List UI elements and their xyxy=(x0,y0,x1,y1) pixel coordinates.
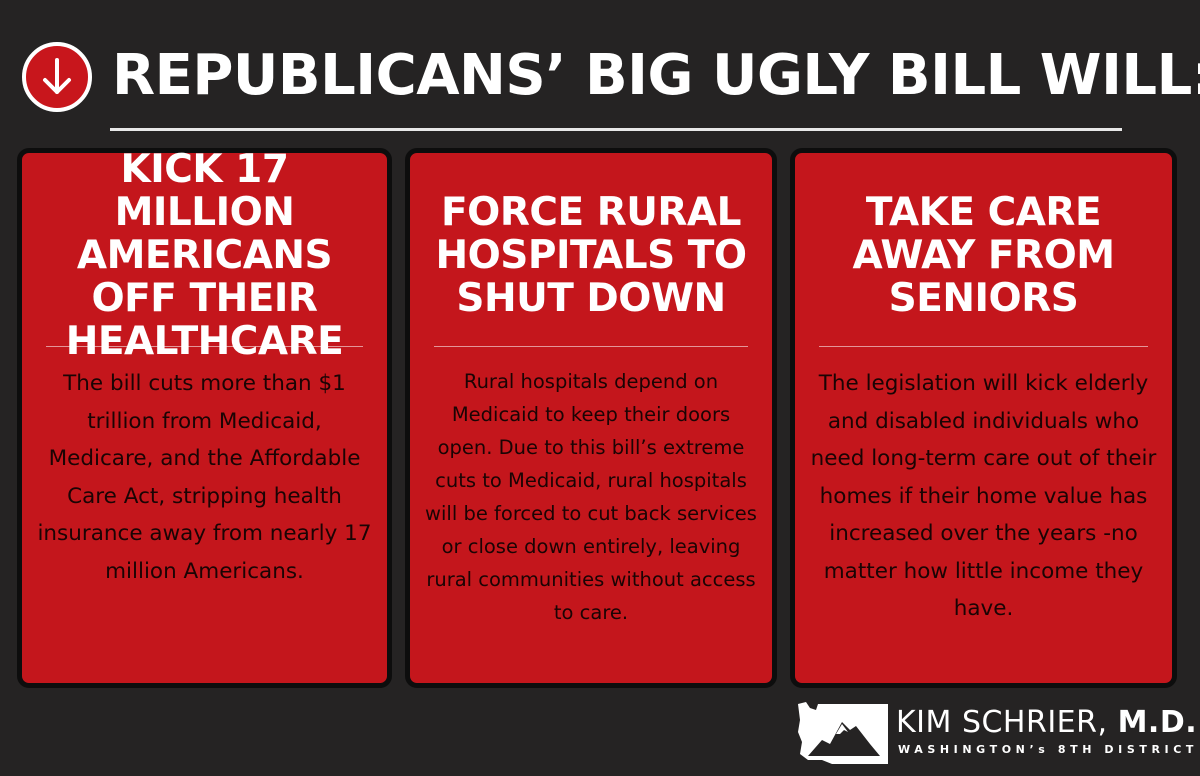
card-divider xyxy=(46,346,363,347)
logo-credential: M.D. xyxy=(1117,705,1198,740)
down-arrow-badge xyxy=(22,42,92,112)
card-body: Rural hospitals depend on Medicaid to ke… xyxy=(425,370,757,624)
card-title: TAKE CARE AWAY FROM SENIORS xyxy=(852,189,1115,321)
logo-name: KIM SCHRIER, M.D. xyxy=(896,706,1197,740)
washington-state-map-icon xyxy=(798,702,888,764)
card-title: KICK 17 MILLION AMERICANS OFF THEIR HEAL… xyxy=(65,146,344,364)
card-medicaid-coverage: KICK 17 MILLION AMERICANS OFF THEIR HEAL… xyxy=(17,148,392,688)
card-title: FORCE RURAL HOSPITALS TO SHUT DOWN xyxy=(435,189,747,321)
card-seniors-care: TAKE CARE AWAY FROM SENIORS The legislat… xyxy=(790,148,1177,688)
logo-name-text: KIM SCHRIER, xyxy=(896,705,1108,740)
card-body: The bill cuts more than $1 trillion from… xyxy=(37,371,372,584)
card-divider xyxy=(819,346,1148,347)
campaign-logo: KIM SCHRIER, M.D. WASHINGTON’s 8TH DISTR… xyxy=(792,698,1197,768)
headline-divider xyxy=(110,128,1122,131)
down-arrow-icon xyxy=(43,58,71,94)
card-body: The legislation will kick elderly and di… xyxy=(810,371,1157,621)
logo-district: WASHINGTON’s 8TH DISTRICT xyxy=(898,743,1199,756)
card-divider xyxy=(434,346,748,347)
card-rural-hospitals: FORCE RURAL HOSPITALS TO SHUT DOWN Rural… xyxy=(405,148,777,688)
headline: REPUBLICANS’ BIG UGLY BILL WILL: xyxy=(112,43,1200,108)
